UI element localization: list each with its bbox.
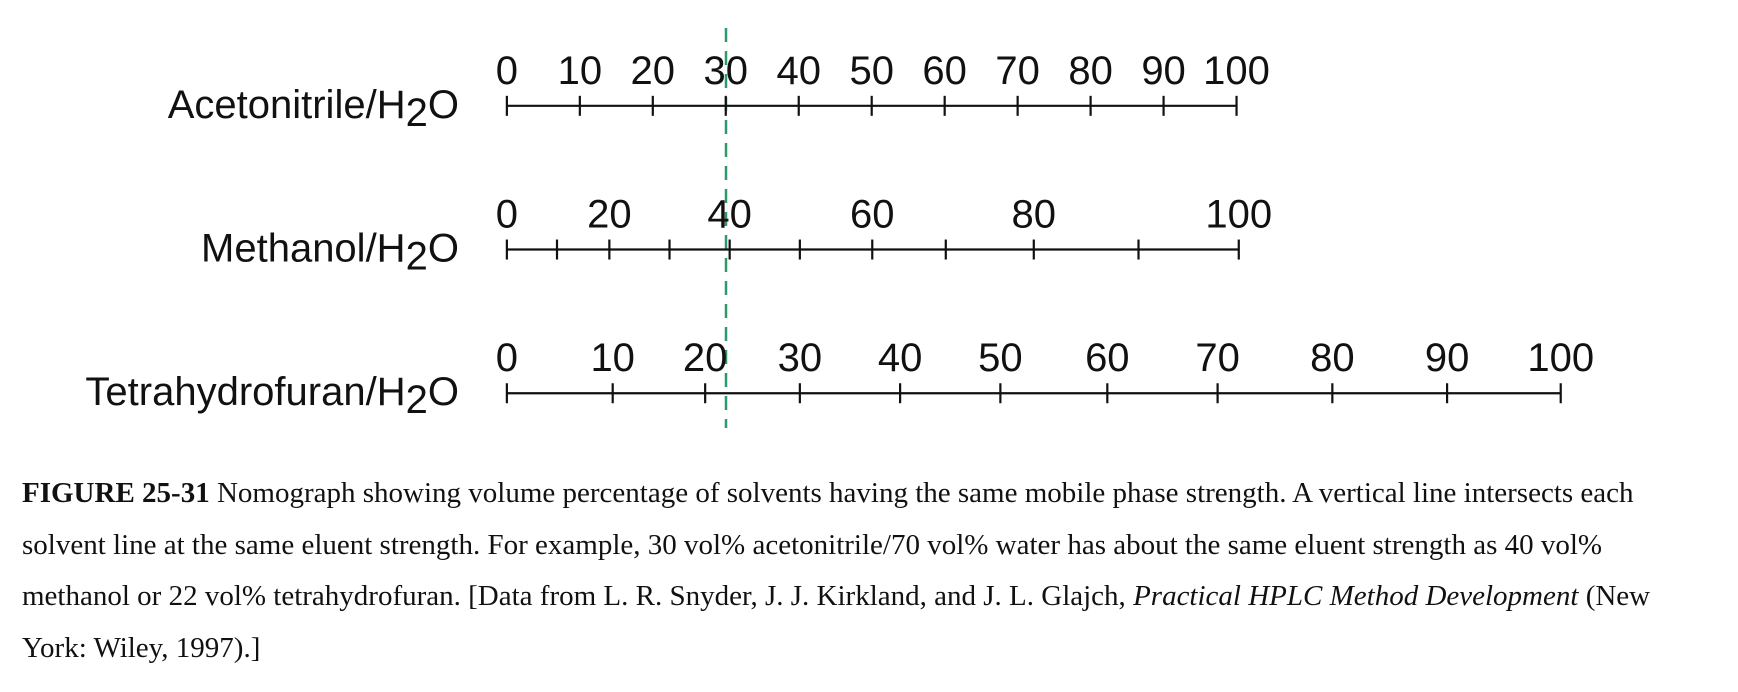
tick-label: 20 <box>587 193 632 237</box>
scale-label-part: Acetonitrile/H <box>168 83 406 127</box>
tick-label: 100 <box>1527 336 1594 380</box>
scale-label-part: O <box>428 370 459 414</box>
caption-end: (New York: Wiley, 1997).] <box>22 580 1651 664</box>
tick-label: 90 <box>1425 336 1470 380</box>
tick-label: 30 <box>704 49 749 93</box>
scale-label-part: 2 <box>406 378 428 422</box>
tick-label: 40 <box>707 193 752 237</box>
scale-label-part: O <box>428 227 459 271</box>
scale-label-part: Methanol/H <box>201 227 406 271</box>
caption-text: Nomograph showing volume percentage of s… <box>22 477 1634 612</box>
tick-label: 100 <box>1203 49 1270 93</box>
tick-label: 80 <box>1310 336 1355 380</box>
tick-label: 80 <box>1012 193 1057 237</box>
scale-label: Methanol/H2O <box>201 227 459 279</box>
scale-label-part: O <box>428 83 459 127</box>
tick-label: 70 <box>995 49 1040 93</box>
tick-label: 20 <box>683 336 728 380</box>
tick-label: 40 <box>878 336 923 380</box>
tick-label: 90 <box>1141 49 1186 93</box>
tick-label: 20 <box>631 49 676 93</box>
scale-label-part: 2 <box>406 91 428 135</box>
tick-label: 50 <box>849 49 894 93</box>
tick-label: 0 <box>496 336 518 380</box>
book-title: Practical HPLC Method Development <box>1133 580 1579 612</box>
tick-label: 10 <box>590 336 635 380</box>
scale-label: Acetonitrile/H2O <box>168 83 459 135</box>
caption: FIGURE 25-31 Nomograph showing volume pe… <box>22 468 1712 674</box>
tick-label: 0 <box>496 49 518 93</box>
tick-label: 10 <box>558 49 603 93</box>
tick-label: 60 <box>1085 336 1130 380</box>
tick-label: 60 <box>922 49 967 93</box>
tick-label: 70 <box>1195 336 1240 380</box>
tick-label: 80 <box>1068 49 1113 93</box>
tick-label: 100 <box>1205 193 1272 237</box>
tick-label: 40 <box>776 49 821 93</box>
tick-label: 50 <box>978 336 1023 380</box>
scale-label-part: 2 <box>406 235 428 279</box>
tick-label: 0 <box>496 193 518 237</box>
tick-label: 60 <box>850 193 895 237</box>
scale-label-part: Tetrahydrofuran/H <box>85 370 405 414</box>
figure-number: FIGURE 25-31 <box>22 477 210 509</box>
scale-label: Tetrahydrofuran/H2O <box>85 370 459 422</box>
tick-label: 30 <box>778 336 823 380</box>
